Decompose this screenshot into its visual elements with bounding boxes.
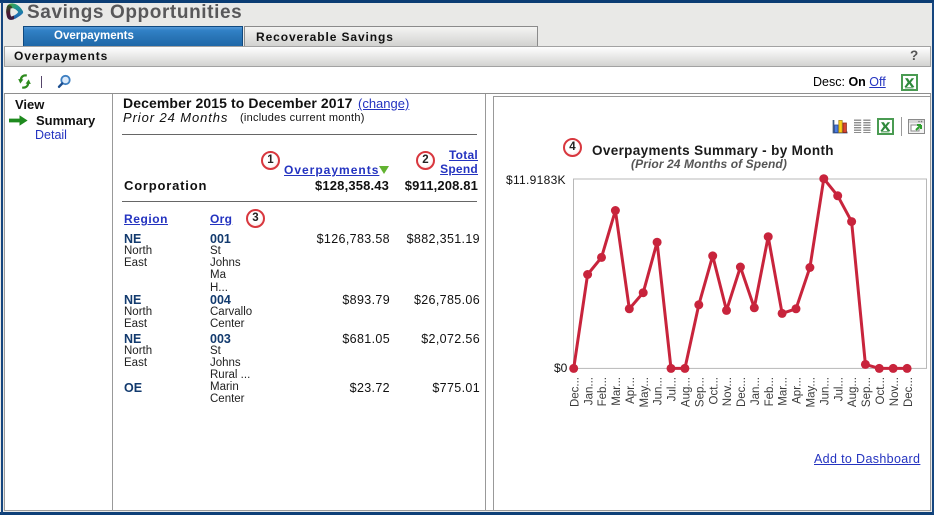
svg-text:Apr...: Apr... [792,377,804,404]
svg-text:Feb...: Feb... [764,377,776,406]
svg-text:May...: May... [806,377,818,407]
svg-text:Jan...: Jan... [583,377,595,405]
svg-text:Sep...: Sep... [694,377,706,407]
svg-text:Apr...: Apr... [625,377,637,404]
svg-text:Jun...: Jun... [819,377,831,405]
svg-text:Jan...: Jan... [750,377,762,405]
svg-text:Aug...: Aug... [681,377,693,407]
svg-text:Nov...: Nov... [722,377,734,406]
svg-text:Sep...: Sep... [861,377,873,407]
svg-text:Mar...: Mar... [778,377,790,406]
svg-text:Oct...: Oct... [875,377,887,404]
svg-text:Dec...: Dec... [736,377,748,407]
svg-text:Jun...: Jun... [653,377,665,405]
svg-text:Oct...: Oct... [708,377,720,404]
svg-text:Dec...: Dec... [569,377,581,407]
svg-text:Aug...: Aug... [847,377,859,407]
svg-text:Nov...: Nov... [889,377,901,406]
svg-text:Dec...: Dec... [903,377,915,407]
svg-text:Feb...: Feb... [597,377,609,406]
svg-text:May...: May... [639,377,651,407]
svg-text:Jul...: Jul... [833,377,845,401]
svg-text:Mar...: Mar... [611,377,623,406]
svg-text:Jul...: Jul... [667,377,679,401]
